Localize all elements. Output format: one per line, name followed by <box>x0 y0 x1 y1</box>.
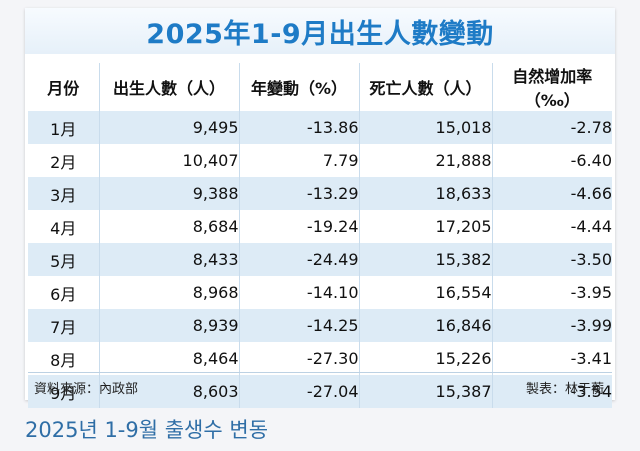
cell-rate: -3.99 <box>570 316 612 335</box>
table-row: 1月 9,495 -13.86 15,018 -2.78 <box>28 111 612 144</box>
korean-caption: 2025년 1-9월 출생수 변동 <box>25 418 269 442</box>
cell-deaths: 18,633 <box>359 177 493 210</box>
cell-births: 8,968 <box>99 276 240 309</box>
table-row: 3月 9,388 -13.29 18,633 -4.66 <box>28 177 612 210</box>
header-births: 出生人數（人） <box>99 63 240 111</box>
cell-deaths: 15,226 <box>359 342 493 375</box>
table-row: 4月 8,684 -19.24 17,205 -4.44 <box>28 210 612 243</box>
cell-month: 3月 <box>28 177 100 210</box>
cell-births: 8,433 <box>99 243 240 276</box>
source-note: 資料來源：內政部 <box>34 382 139 397</box>
cell-deaths: 15,382 <box>359 243 493 276</box>
table-row: 7月 8,939 -14.25 16,846 -3.99 <box>28 309 612 342</box>
title-banner: 2025年1-9月出生人數變動 <box>25 8 615 54</box>
cell-month: 5月 <box>28 243 100 276</box>
cell-change: -19.24 <box>239 210 360 243</box>
cell-month: 9月 <box>28 375 100 408</box>
cell-change: -24.49 <box>239 243 360 276</box>
cell-deaths: 15,018 <box>359 111 493 144</box>
cell-rate: -6.40 <box>570 151 612 170</box>
cell-month: 4月 <box>28 210 100 243</box>
cell-change: -27.04 <box>239 375 360 408</box>
table-row: 5月 8,433 -24.49 15,382 -3.50 <box>28 243 612 276</box>
table-footer: 資料來源：內政部 製表：林于蘅 <box>28 372 612 397</box>
cell-births: 8,464 <box>99 342 240 375</box>
cell-births: 9,495 <box>99 111 240 144</box>
cell-deaths: 15,387 <box>359 375 493 408</box>
cell-change: -14.10 <box>239 276 360 309</box>
cell-month: 2月 <box>28 144 100 177</box>
cell-month: 1月 <box>28 111 100 144</box>
cell-rate: -3.50 <box>570 250 612 269</box>
table-row: 9月 8,603 -27.04 15,387 -3.54 <box>28 375 612 408</box>
cell-month: 6月 <box>28 276 100 309</box>
header-change: 年變動（%） <box>239 63 360 111</box>
header-deaths: 死亡人數（人） <box>359 63 493 111</box>
cell-month: 8月 <box>28 342 100 375</box>
cell-births: 9,388 <box>99 177 240 210</box>
table-row: 2月 10,407 7.79 21,888 -6.40 <box>28 144 612 177</box>
cell-change: -14.25 <box>239 309 360 342</box>
table-title: 2025年1-9月出生人數變動 <box>146 18 494 50</box>
cell-change: -13.29 <box>239 177 360 210</box>
births-table: 月份 出生人數（人） 年變動（%） 死亡人數（人） 自然增加率（‰） 1月 9,… <box>28 63 612 408</box>
cell-births: 8,939 <box>99 309 240 342</box>
cell-deaths: 16,554 <box>359 276 493 309</box>
cell-change: -13.86 <box>239 111 360 144</box>
cell-births: 8,684 <box>99 210 240 243</box>
table-row: 8月 8,464 -27.30 15,226 -3.41 <box>28 342 612 375</box>
cell-rate: -4.66 <box>570 184 612 203</box>
infographic-card: 2025年1-9月出生人數變動 月份 出生人數（人） 年變動（%） 死亡人數（人… <box>25 8 615 408</box>
header-rate: 自然增加率（‰） <box>492 63 612 111</box>
cell-rate: -3.41 <box>570 349 612 368</box>
header-month: 月份 <box>28 63 100 111</box>
cell-deaths: 16,846 <box>359 309 493 342</box>
cell-deaths: 17,205 <box>359 210 493 243</box>
cell-rate: -2.78 <box>570 118 612 137</box>
header-row: 月份 出生人數（人） 年變動（%） 死亡人數（人） 自然增加率（‰） <box>28 63 612 111</box>
cell-rate: -3.54 <box>570 382 612 401</box>
table-row: 6月 8,968 -14.10 16,554 -3.95 <box>28 276 612 309</box>
cell-change: -27.30 <box>239 342 360 375</box>
cell-rate: -4.44 <box>570 217 612 236</box>
cell-deaths: 21,888 <box>359 144 493 177</box>
cell-change: 7.79 <box>239 144 360 177</box>
cell-births: 8,603 <box>99 375 240 408</box>
cell-births: 10,407 <box>99 144 240 177</box>
cell-month: 7月 <box>28 309 100 342</box>
credit-note: 製表：林于蘅 <box>525 382 604 397</box>
cell-rate: -3.95 <box>570 283 612 302</box>
